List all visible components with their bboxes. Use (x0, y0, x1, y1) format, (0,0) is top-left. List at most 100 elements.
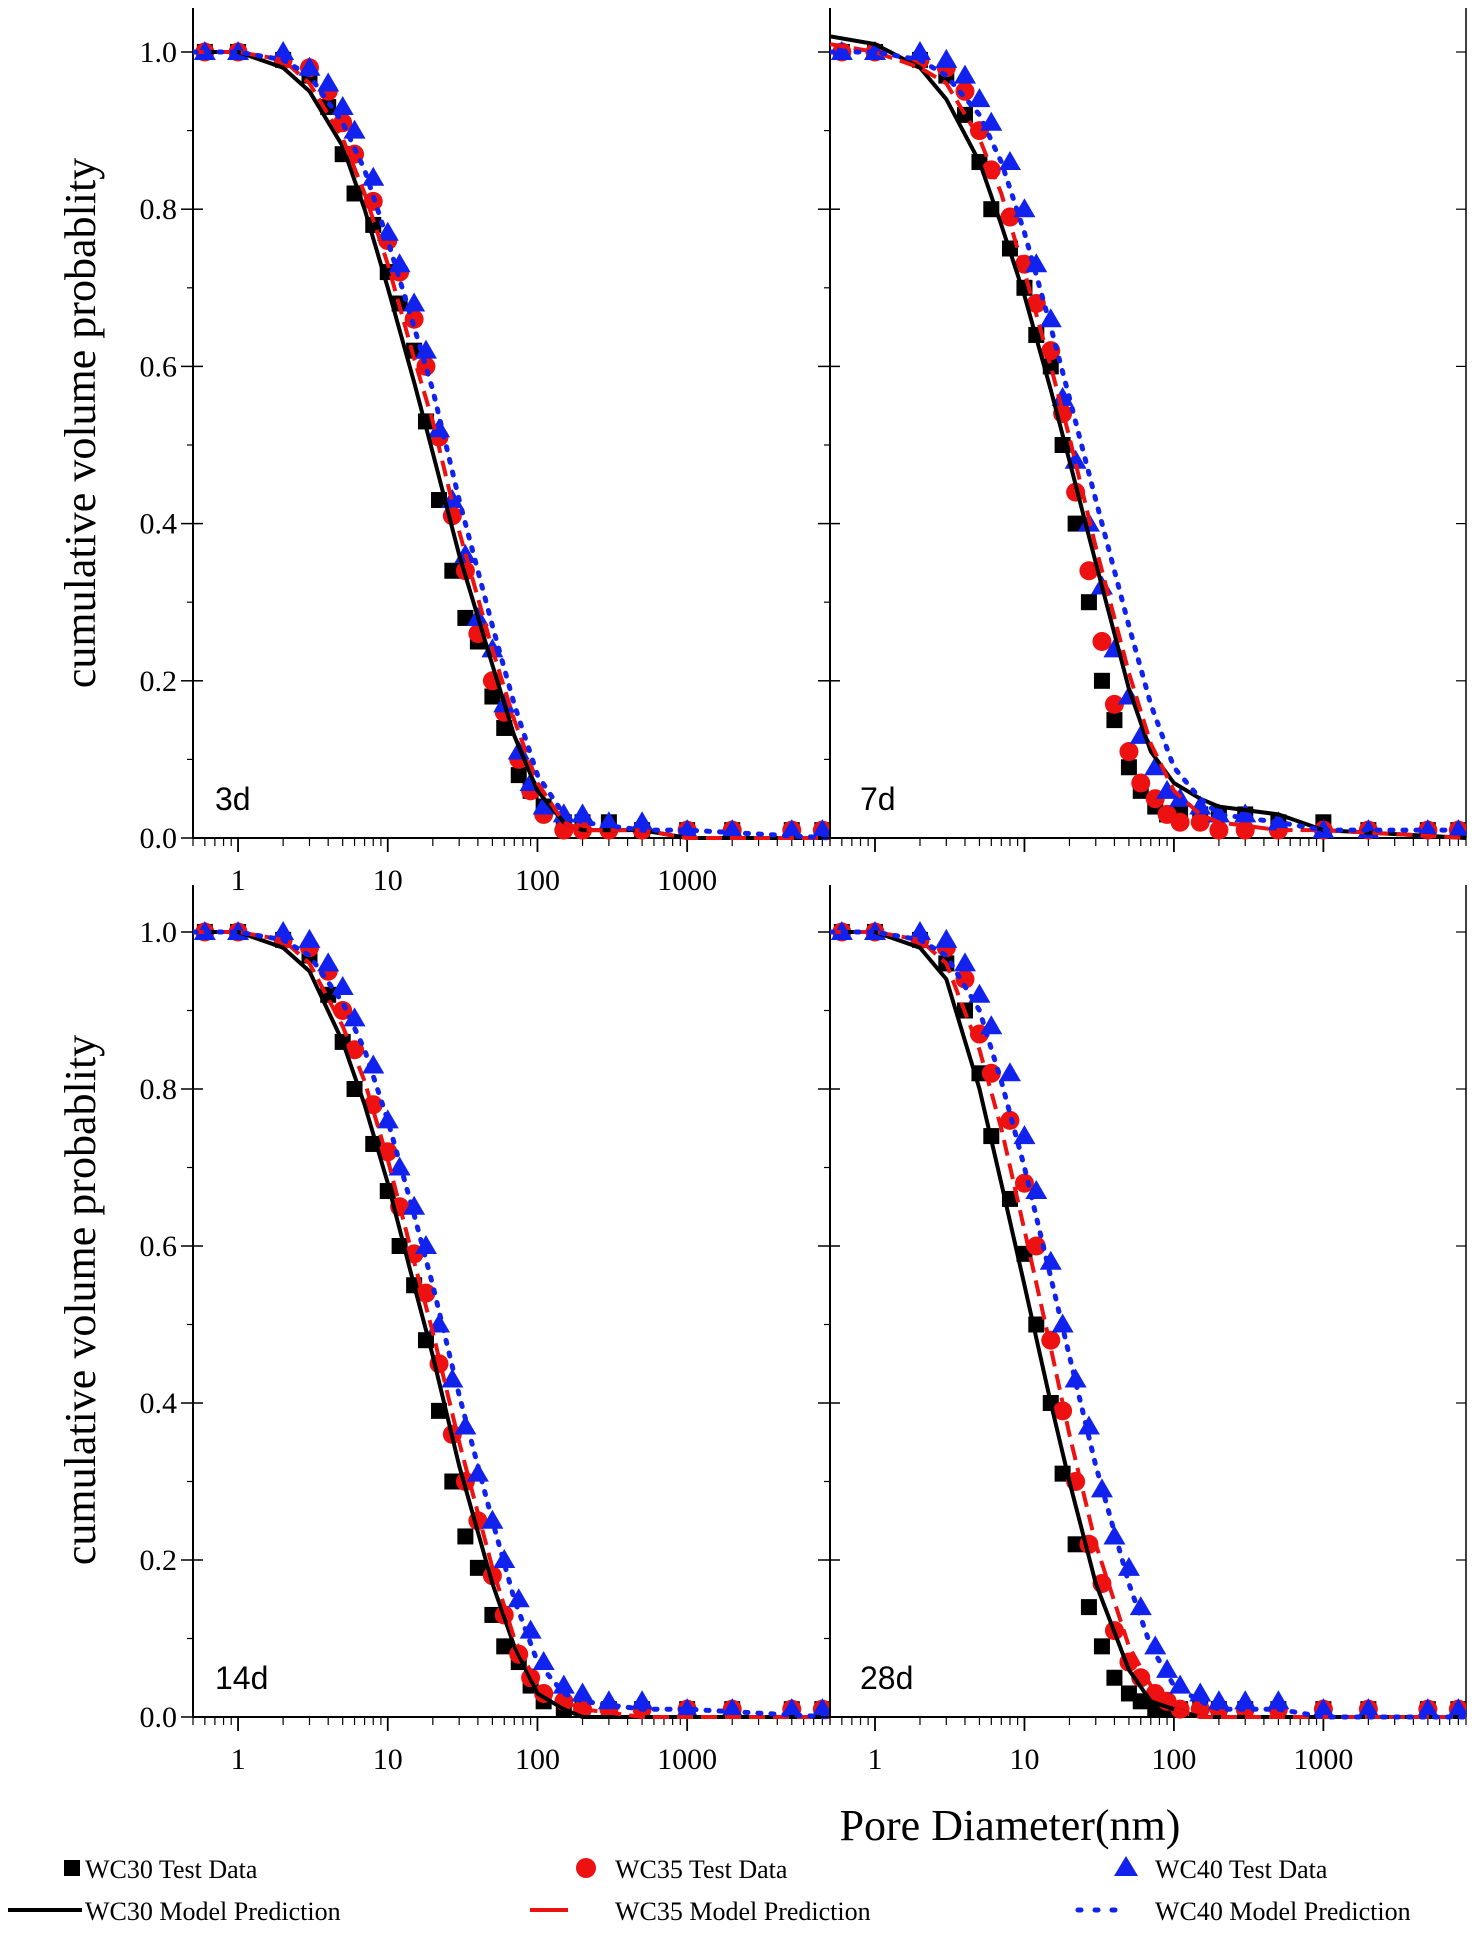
data-point (1026, 1236, 1046, 1256)
data-point (631, 1690, 654, 1710)
data-point (272, 41, 295, 60)
data-point (721, 1698, 744, 1718)
panel-3d: 0.0 0.2 0.4 0.6 0.8 1.0 1 10 100 1000 3d (140, 8, 831, 897)
legend-label: WC35 Test Data (615, 1855, 788, 1884)
y-axis-title: cumulative volume probablity (56, 158, 105, 688)
legend-item: WC40 Test Data (1114, 1855, 1328, 1884)
data-point (469, 1559, 486, 1576)
x-tick-label: 1000 (657, 1743, 717, 1776)
legend-marker (64, 1860, 80, 1876)
y-tick-label: 0.6 (140, 1230, 178, 1263)
data-point (510, 767, 527, 784)
series-wc40-model-prediction (193, 929, 830, 1720)
data-point (1144, 756, 1167, 776)
data-point (416, 356, 436, 376)
x-tick-label: 1 (231, 864, 246, 897)
data-point (466, 1462, 489, 1482)
data-point (1079, 561, 1099, 581)
plot-area (830, 921, 1466, 1720)
legend-label: WC40 Test Data (1155, 1855, 1328, 1884)
plot-area (193, 921, 830, 1720)
legend-label: WC35 Model Prediction (615, 1897, 871, 1926)
data-point (1156, 1658, 1179, 1678)
x-tick-label: 10 (1009, 1743, 1039, 1776)
data-point (1093, 672, 1110, 689)
data-point (1051, 386, 1074, 406)
data-point (376, 221, 399, 241)
data-point (1209, 820, 1229, 840)
series-wc40-test-data (830, 41, 1466, 839)
legend: WC30 Test Data WC35 Test Data WC40 Test Da… (8, 1855, 1411, 1926)
data-point (631, 811, 654, 831)
data-point (1039, 1250, 1062, 1270)
data-point (298, 928, 321, 948)
data-point (1447, 1698, 1466, 1718)
y-tick-label: 0.2 (140, 1544, 178, 1577)
data-point (1119, 742, 1139, 762)
data-point (532, 795, 555, 815)
series-wc40-model-prediction (830, 49, 1466, 833)
series-wc30-test-data (833, 924, 1466, 1718)
series-wc35-model-prediction (830, 930, 1466, 1719)
panel-label: 28d (860, 1660, 913, 1696)
data-point (1234, 1690, 1257, 1710)
legend-label: WC30 Model Prediction (85, 1897, 341, 1926)
data-point (676, 819, 699, 839)
data-point (1190, 812, 1210, 832)
data-point (953, 952, 976, 972)
series-wc40-model-prediction (830, 929, 1466, 1720)
legend-item: WC35 Model Prediction (530, 1897, 871, 1926)
y-tick-label: 0.4 (140, 1387, 178, 1420)
series-wc30-test-data (833, 44, 1466, 839)
data-point (955, 81, 975, 101)
data-point (980, 1015, 1003, 1035)
data-point (1169, 1674, 1192, 1694)
data-point (414, 1235, 437, 1254)
x-tick-label: 1 (231, 1743, 246, 1776)
data-point (1093, 1638, 1110, 1655)
data-point (272, 921, 295, 940)
data-point (343, 119, 366, 139)
panel-label: 14d (215, 1660, 268, 1696)
x-tick-label: 1000 (657, 864, 717, 897)
data-point (1077, 1415, 1100, 1435)
data-point (444, 562, 461, 579)
data-point (388, 253, 411, 273)
series-wc35-model-prediction (830, 42, 1466, 840)
data-point (998, 151, 1021, 171)
legend-label: WC40 Model Prediction (1155, 1897, 1411, 1926)
data-point (1064, 1368, 1087, 1388)
x-tick-label: 100 (515, 1743, 560, 1776)
y-tick-label: 0.0 (140, 1701, 178, 1734)
y-tick-label: 1.0 (140, 36, 178, 69)
series-wc35-test-data (832, 922, 1466, 1719)
plot-area (830, 34, 1466, 840)
data-point (519, 1619, 542, 1639)
data-point (1014, 1173, 1034, 1193)
data-point (1207, 1690, 1230, 1710)
panel-7d: 7d (818, 8, 1467, 852)
data-point (317, 952, 340, 972)
series-wc35-test-data (832, 42, 1466, 840)
y-axis-title-lower: cumulative volume probablity (56, 1035, 105, 1565)
x-tick-label: 10 (373, 864, 403, 897)
data-point (1132, 1693, 1149, 1710)
x-tick-label: 10 (373, 1743, 403, 1776)
data-point (1104, 694, 1124, 714)
legend-item: WC30 Model Prediction (8, 1897, 341, 1926)
y-tick-label: 1.0 (140, 916, 178, 949)
data-point (1129, 1596, 1152, 1616)
panel-label: 3d (215, 781, 251, 817)
legend-label: WC30 Test Data (85, 1855, 258, 1884)
data-point (811, 819, 830, 839)
data-point (362, 166, 385, 186)
series-wc30-model-prediction (193, 930, 830, 1719)
plot-area (193, 41, 830, 841)
legend-marker (1114, 1856, 1138, 1876)
series-wc40-test-data (193, 921, 830, 1718)
data-point (1080, 594, 1097, 611)
data-point (331, 975, 354, 995)
data-point (1416, 1698, 1439, 1718)
data-point (953, 64, 976, 84)
